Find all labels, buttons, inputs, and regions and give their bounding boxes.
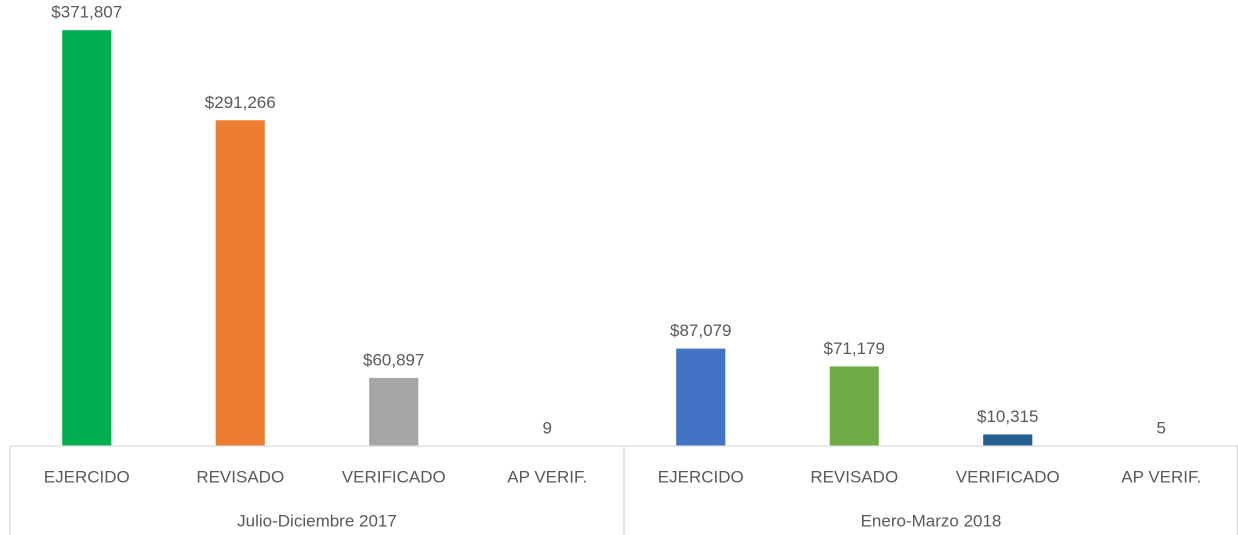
x-tick-label: EJERCIDO bbox=[44, 467, 130, 486]
x-tick-label: REVISADO bbox=[810, 467, 898, 486]
bar bbox=[62, 30, 112, 447]
data-label: 5 bbox=[1157, 418, 1166, 437]
bar bbox=[983, 434, 1033, 446]
data-label: 9 bbox=[543, 418, 552, 437]
x-tick-label: VERIFICADO bbox=[342, 467, 446, 486]
bar bbox=[369, 377, 419, 446]
data-label: $71,179 bbox=[824, 339, 885, 358]
group-label: Julio-Diciembre 2017 bbox=[237, 511, 397, 530]
data-label: $87,079 bbox=[670, 321, 731, 340]
bar bbox=[676, 348, 726, 446]
x-tick-label: REVISADO bbox=[196, 467, 284, 486]
bar bbox=[215, 120, 265, 447]
data-label: $291,266 bbox=[205, 93, 276, 112]
x-tick-label: AP VERIF. bbox=[507, 467, 587, 486]
group-label: Enero-Marzo 2018 bbox=[861, 511, 1002, 530]
x-tick-label: AP VERIF. bbox=[1121, 467, 1201, 486]
data-label: $10,315 bbox=[977, 407, 1038, 426]
data-label: $371,807 bbox=[51, 3, 122, 22]
x-tick-label: EJERCIDO bbox=[658, 467, 744, 486]
data-label: $60,897 bbox=[363, 350, 424, 369]
bar bbox=[829, 366, 879, 446]
x-tick-label: VERIFICADO bbox=[956, 467, 1060, 486]
